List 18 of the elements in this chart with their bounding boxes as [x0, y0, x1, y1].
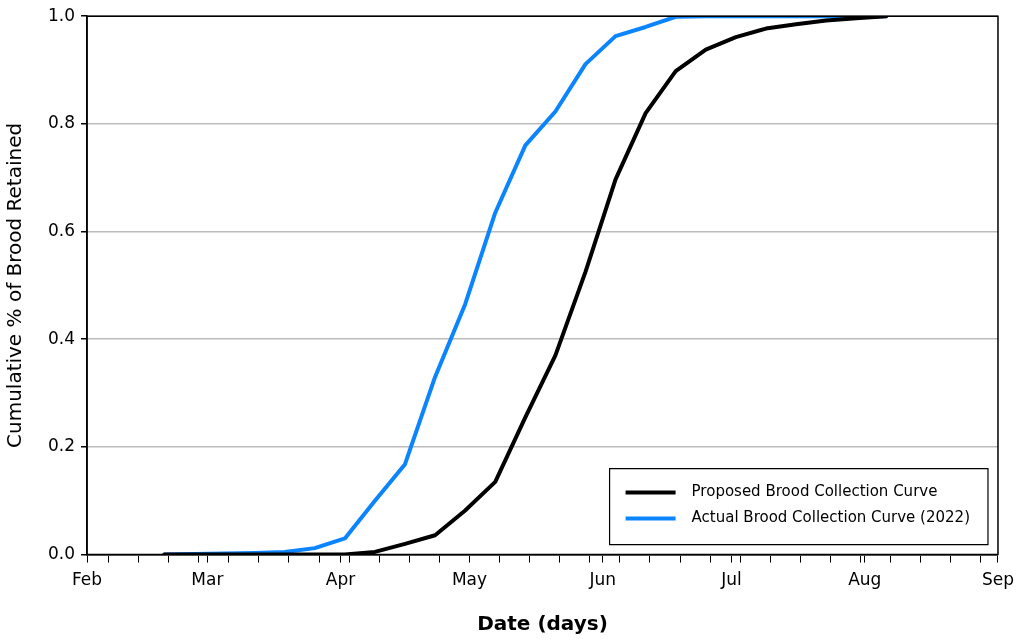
x-tick-label: May: [451, 569, 488, 590]
x-tick-label: Aug: [848, 569, 882, 590]
legend-label: Actual Brood Collection Curve (2022): [691, 508, 970, 527]
x-tick-label: Apr: [325, 569, 356, 590]
x-tick-label: Jun: [588, 569, 616, 590]
x-axis-title: Date (days): [477, 611, 608, 636]
legend-label: Proposed Brood Collection Curve: [691, 482, 938, 501]
x-tick-label: Sep: [981, 569, 1014, 590]
y-axis-title: Cumulative % of Brood Retained: [2, 122, 27, 448]
x-tick-label: Feb: [71, 569, 103, 590]
y-tick-label: 1.0: [47, 4, 76, 25]
y-tick-label: 0.4: [47, 327, 76, 348]
y-tick-label: 0.2: [47, 435, 76, 456]
y-tick-label: 0.6: [47, 219, 76, 240]
y-tick-label: 0.0: [47, 543, 76, 564]
x-tick-label: Jul: [720, 569, 742, 590]
x-tick-label: Mar: [191, 569, 224, 590]
y-tick-label: 0.8: [47, 112, 76, 133]
